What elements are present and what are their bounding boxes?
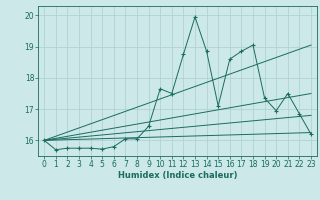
X-axis label: Humidex (Indice chaleur): Humidex (Indice chaleur) [118,171,237,180]
